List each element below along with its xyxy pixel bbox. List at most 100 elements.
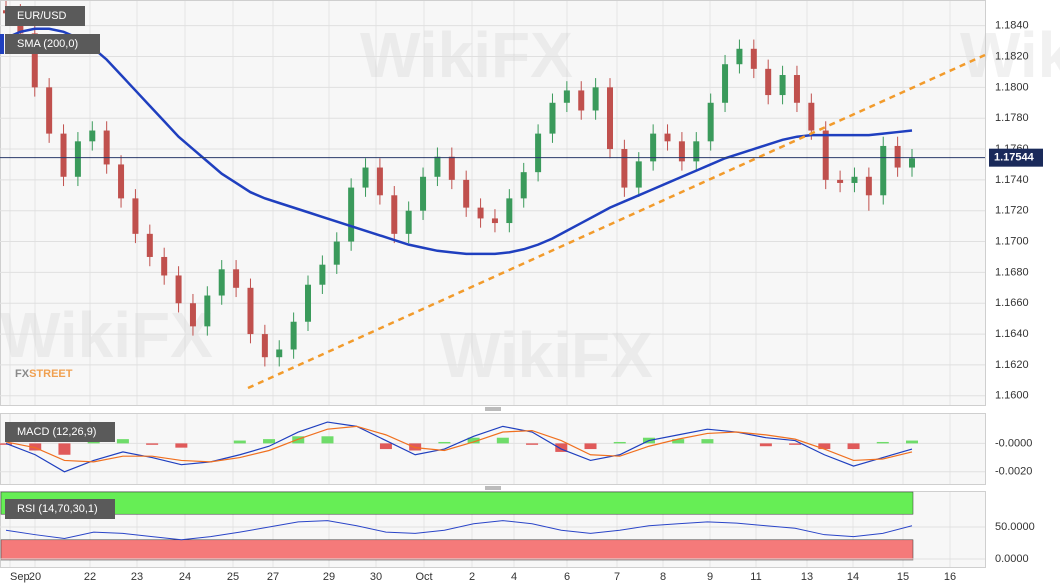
candle-body: [592, 87, 599, 111]
candle-body: [290, 321, 297, 350]
candle-body: [535, 133, 542, 173]
histogram-bar: [233, 440, 246, 444]
candle-body: [362, 167, 369, 188]
oversold-band: [0, 539, 914, 561]
candle-body: [563, 90, 570, 103]
candle-body: [693, 141, 700, 162]
candle-body: [736, 48, 743, 65]
histogram-bar: [29, 443, 42, 451]
x-tick-label: 23: [131, 571, 143, 583]
candle-body: [808, 102, 815, 131]
candle-body: [549, 102, 556, 134]
signal-line: [5, 425, 913, 463]
legend-swatch: [0, 34, 4, 54]
histogram-bar: [876, 441, 889, 444]
candle-body: [880, 145, 887, 196]
histogram-bar: [672, 439, 685, 444]
histogram-bar: [263, 439, 276, 444]
candle-body: [578, 90, 585, 111]
candle-body: [506, 198, 513, 224]
candle-body: [909, 158, 915, 168]
candle-body: [204, 295, 211, 327]
candle-body: [491, 218, 498, 224]
y-tick-label: 1.1720: [995, 205, 1029, 217]
histogram-bar: [584, 443, 597, 450]
histogram-bar: [321, 436, 334, 444]
candle-body: [664, 133, 671, 142]
histogram-bar: [847, 443, 860, 450]
sma-line: [5, 27, 913, 256]
macd-panel: [0, 413, 986, 485]
candle-body: [434, 156, 441, 177]
candle-body: [376, 167, 383, 196]
candle-body: [707, 102, 714, 142]
y-tick-label: 1.1700: [995, 235, 1029, 247]
candle-body: [420, 176, 427, 211]
histogram-bar: [146, 443, 159, 445]
histogram-bar: [789, 443, 802, 445]
x-tick-label: Oct: [415, 571, 432, 583]
y-tick-label: 1.1640: [995, 328, 1029, 340]
candle-body: [60, 133, 67, 177]
y-tick-label: 1.1660: [995, 297, 1029, 309]
candle-body: [750, 48, 757, 69]
panel-title: RSI (14,70,30,1): [17, 503, 98, 515]
y-tick-label: -0.0000: [995, 437, 1032, 449]
candle-body: [161, 256, 168, 276]
trendline: [247, 53, 986, 390]
candle-body: [175, 275, 182, 304]
x-tick-label: 27: [267, 571, 279, 583]
candle-body: [621, 149, 628, 188]
histogram-bar: [613, 441, 626, 444]
candle-body: [305, 284, 311, 322]
candle-body: [722, 64, 729, 103]
histogram-bar: [818, 443, 831, 450]
candle-body: [247, 287, 254, 335]
legend-entry: SMA (200,0): [17, 38, 78, 50]
y-tick-label: 1.1620: [995, 359, 1029, 371]
x-tick-label: 20: [29, 571, 41, 583]
x-tick-label: 29: [323, 571, 335, 583]
candle-body: [477, 207, 484, 219]
label-box: [5, 6, 85, 26]
candle-body: [793, 75, 800, 103]
candle-body: [233, 269, 240, 288]
candle-body: [118, 164, 125, 199]
x-tick-label: 9: [707, 571, 713, 583]
candle-body: [391, 195, 398, 234]
histogram-bar: [701, 439, 714, 444]
candle-body: [261, 334, 268, 358]
rsi-line: [5, 520, 913, 541]
x-tick-label: 2: [469, 571, 475, 583]
histogram-bar: [438, 441, 451, 444]
label-box: [5, 422, 115, 442]
histogram-bar: [409, 443, 422, 451]
candle-body: [276, 349, 283, 358]
histogram-bar: [58, 443, 71, 455]
histogram-bar: [555, 443, 568, 452]
y-tick-label: 1.1780: [995, 112, 1029, 124]
y-tick-label: 1.1740: [995, 174, 1029, 186]
candle-body: [865, 176, 872, 196]
candle-body: [448, 156, 455, 180]
candle-body: [189, 303, 196, 327]
histogram-bar: [906, 440, 918, 444]
histogram-bar: [496, 437, 509, 444]
candle-body: [837, 179, 844, 183]
macd-line: [5, 421, 913, 473]
histogram-bar: [759, 443, 772, 447]
last-price-box: [989, 148, 1043, 167]
x-tick-label: Sep: [10, 571, 30, 583]
y-tick-label: 1.1840: [995, 20, 1029, 32]
candle-body: [89, 130, 96, 142]
histogram-bar: [175, 443, 188, 448]
candle-body: [46, 87, 53, 134]
x-tick-label: 4: [511, 571, 517, 583]
last-price-label: 1.17544: [994, 152, 1035, 164]
x-tick-label: 11: [750, 571, 761, 583]
x-tick-label: 22: [84, 571, 96, 583]
histogram-bar: [87, 441, 100, 444]
candle-body: [607, 87, 613, 150]
x-tick-label: 15: [897, 571, 909, 583]
